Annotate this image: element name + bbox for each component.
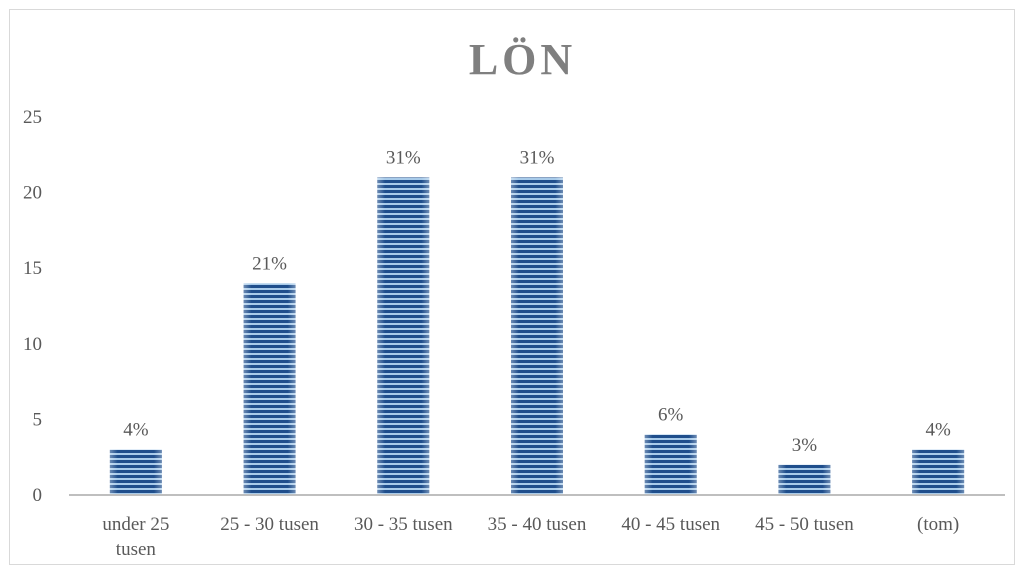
y-tick-label: 0 [33, 485, 43, 506]
data-labels: 4% 21% 31% 31% 6% 3% 4% [123, 147, 951, 455]
data-label: 31% [386, 147, 421, 168]
bar-shade [243, 283, 296, 495]
data-label: 31% [520, 147, 555, 168]
chart-title: LÖN [468, 35, 577, 84]
bar-shade [778, 464, 831, 495]
y-tick-label: 15 [23, 258, 42, 279]
data-label: 4% [123, 420, 149, 441]
x-category-label: under 25 [102, 514, 169, 535]
bar-shade [109, 449, 162, 495]
x-category-label: (tom) [917, 514, 959, 535]
y-tick-label: 25 [23, 107, 42, 128]
bar-shade [511, 177, 563, 496]
data-label: 4% [925, 420, 951, 441]
data-label: 3% [792, 435, 818, 456]
y-axis-tick-labels: 0 5 10 15 20 25 [23, 107, 42, 506]
x-axis-category-labels: under 25 tusen 25 - 30 tusen 30 - 35 tusen 3… [102, 514, 959, 560]
x-category-label: 35 - 40 tusen [488, 514, 587, 535]
x-category-label: 30 - 35 tusen [354, 514, 453, 535]
y-tick-label: 20 [23, 183, 42, 204]
data-label: 6% [658, 405, 684, 426]
x-category-label: 25 - 30 tusen [220, 514, 319, 535]
x-category-label: 40 - 45 tusen [621, 514, 720, 535]
bar-shade [912, 449, 965, 495]
x-category-label: 45 - 50 tusen [755, 514, 854, 535]
x-category-label: tusen [116, 539, 157, 560]
bar-shade [377, 177, 430, 496]
bar-shade [644, 434, 697, 495]
data-label: 21% [252, 253, 287, 274]
y-tick-label: 10 [23, 334, 42, 355]
bars [109, 177, 965, 496]
y-tick-label: 5 [33, 409, 43, 430]
